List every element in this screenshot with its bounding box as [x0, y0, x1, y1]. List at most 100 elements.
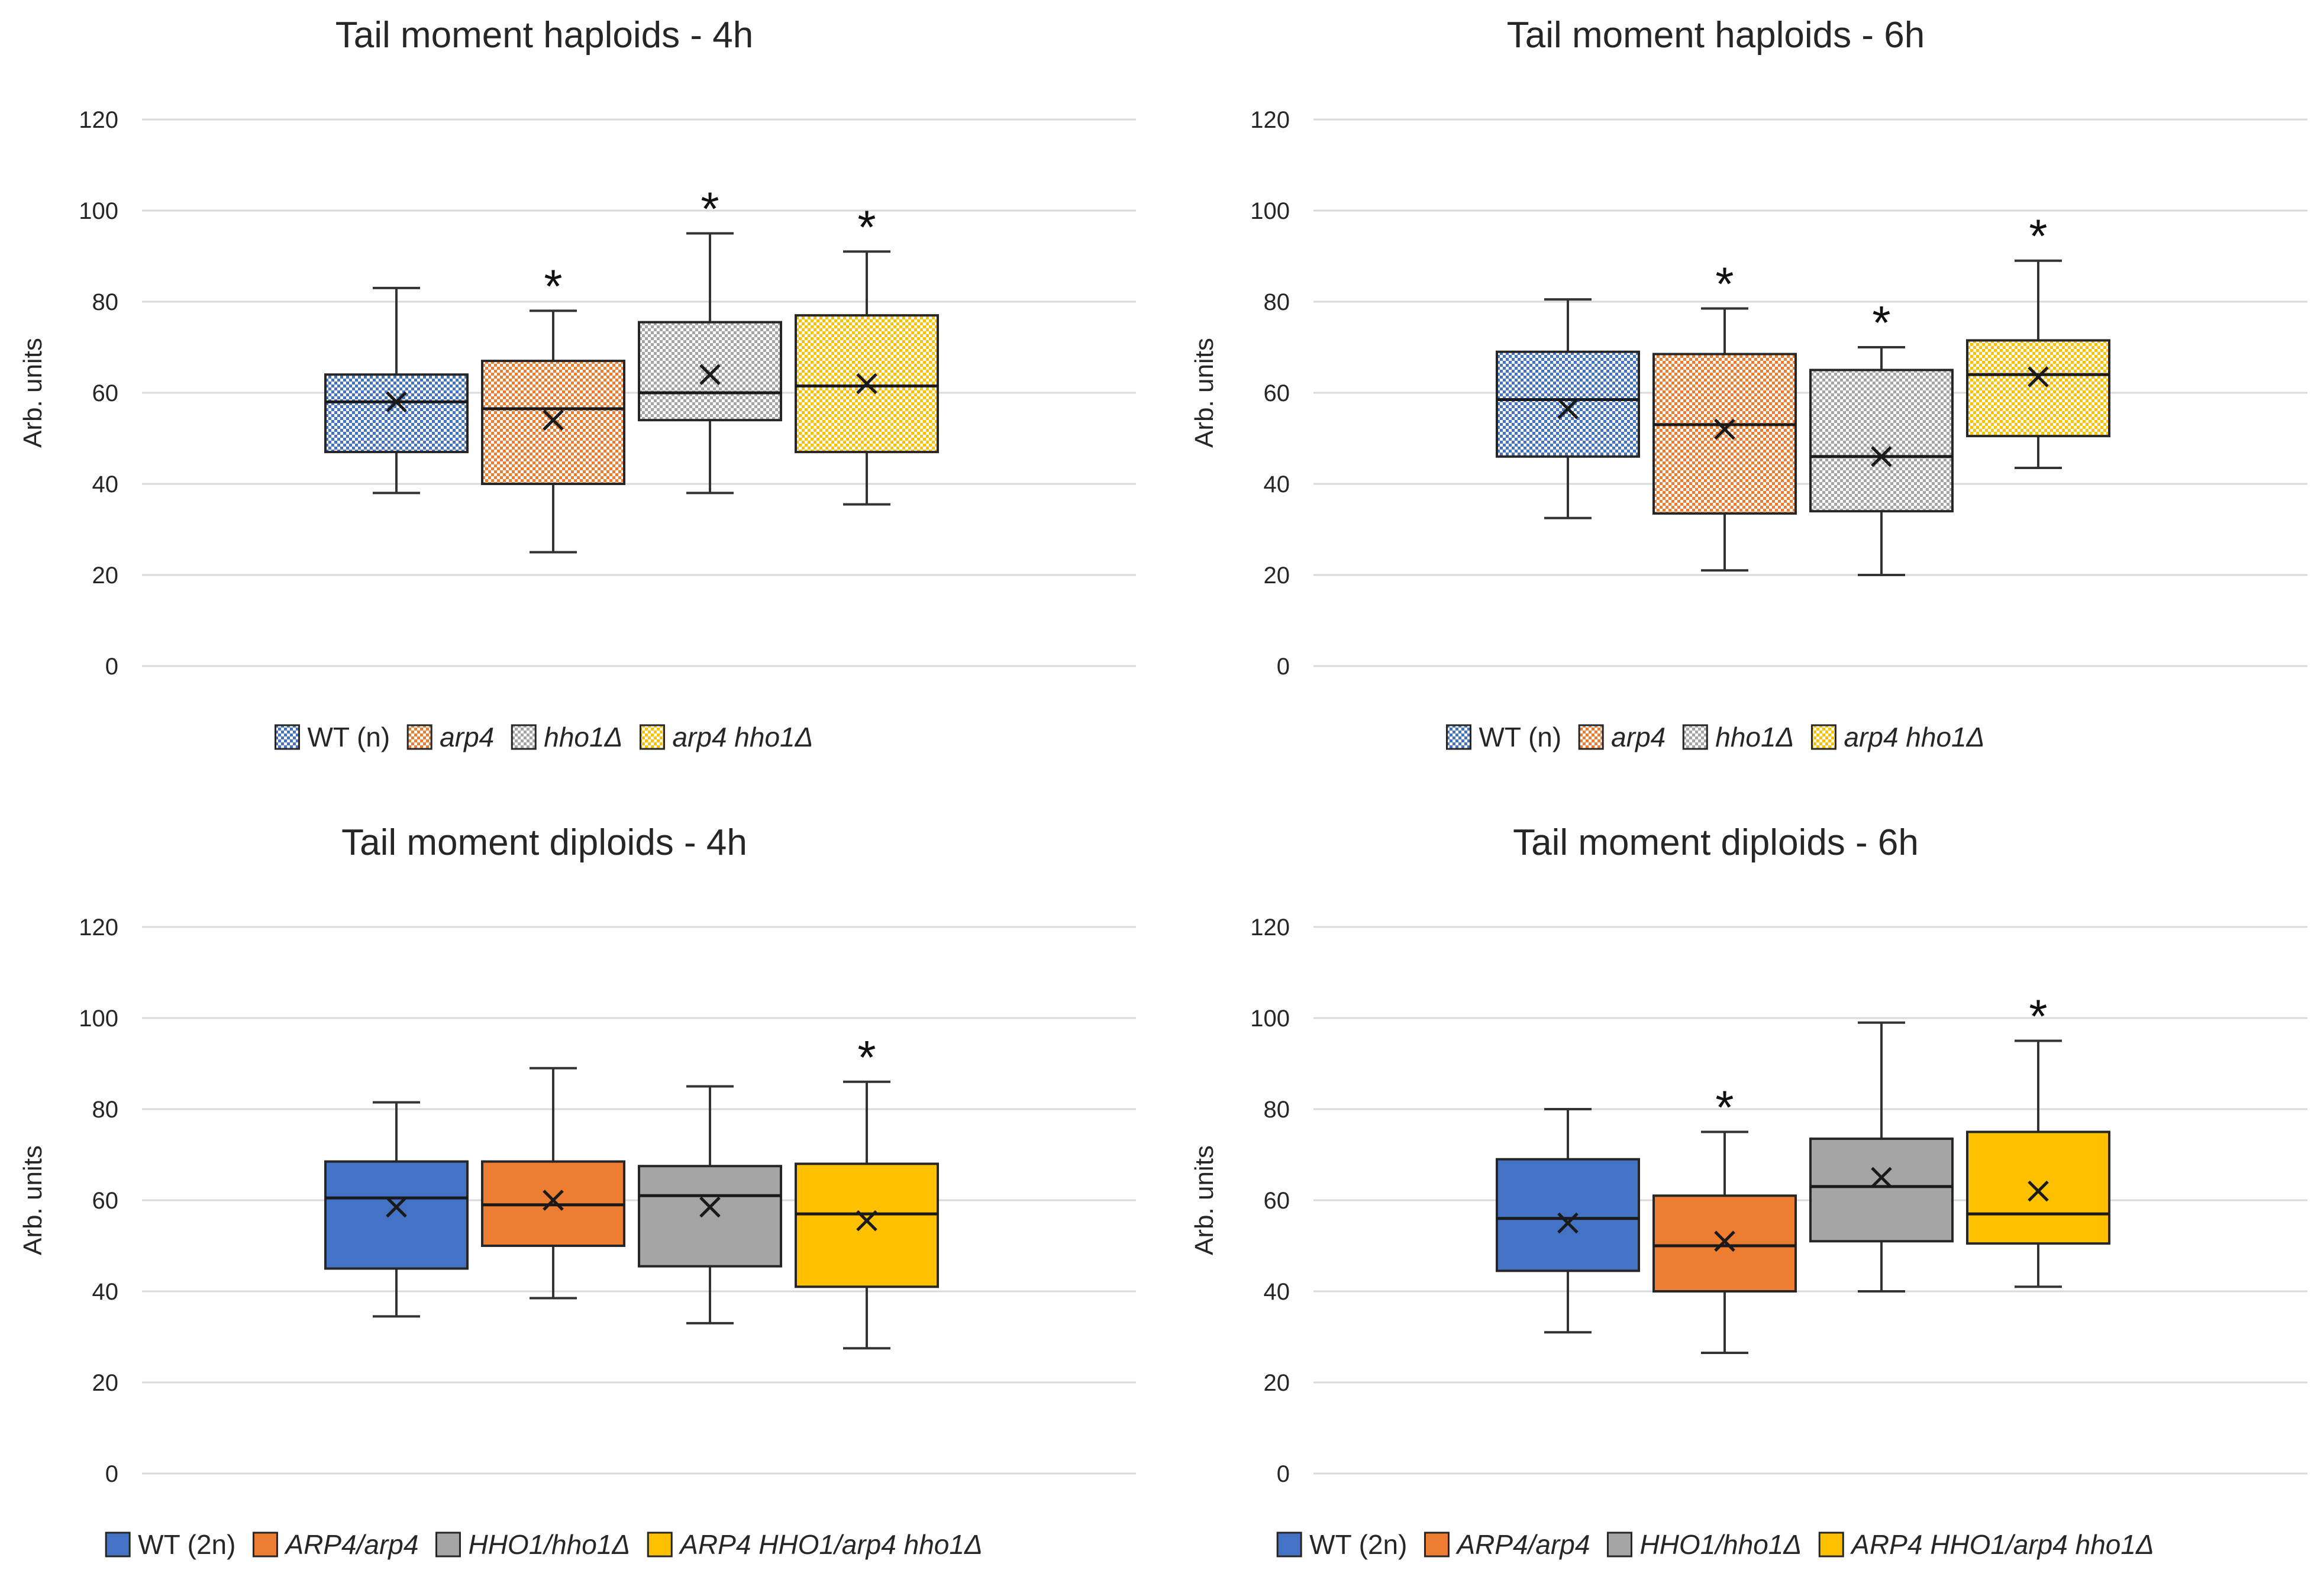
box-0 — [324, 1101, 469, 1318]
chart-title: Tail moment haploids - 4h — [335, 15, 753, 56]
legend-swatch — [1810, 724, 1836, 750]
legend-label: hho1Δ — [544, 722, 622, 752]
mean-marker — [1871, 1167, 1892, 1188]
box-3: * — [795, 201, 939, 506]
box-3: * — [1966, 990, 2110, 1288]
mean-marker — [543, 409, 564, 431]
y-tick-label: 100 — [1250, 1006, 1290, 1032]
box-iqr — [638, 321, 782, 422]
y-tick-label: 40 — [1264, 471, 1290, 497]
mean-marker — [1871, 446, 1892, 467]
legend-label: ARP4/arp4 — [1455, 1529, 1590, 1560]
box-iqr — [1809, 1138, 1954, 1243]
mean-marker — [856, 1210, 877, 1232]
box-iqr — [324, 373, 469, 454]
y-tick-label: 0 — [105, 654, 118, 680]
y-tick-label: 120 — [1250, 107, 1290, 133]
legend-label: ARP4 HHO1/arp4 hho1Δ — [678, 1529, 983, 1560]
legend-swatch — [1682, 724, 1708, 750]
y-tick-label: 80 — [1264, 1097, 1290, 1123]
y-tick-label: 100 — [79, 198, 118, 224]
significance-star: * — [2029, 990, 2047, 1043]
y-axis-label: Arb. units — [18, 1145, 47, 1255]
box-1: * — [481, 260, 625, 554]
mean-marker — [699, 1196, 721, 1218]
y-tick-label: 20 — [1264, 1370, 1290, 1396]
significance-star: * — [857, 1031, 876, 1084]
legend-swatch — [1606, 1531, 1632, 1558]
legend-label: ARP4 HHO1/arp4 hho1Δ — [1849, 1529, 2154, 1560]
mean-marker — [543, 1190, 564, 1211]
box-0 — [1496, 298, 1640, 519]
box-0 — [324, 286, 469, 495]
legend-swatch — [105, 1531, 131, 1558]
y-tick-label: 60 — [92, 1188, 119, 1214]
y-tick-label: 20 — [92, 563, 119, 589]
y-tick-label: 120 — [1250, 915, 1290, 941]
box-2 — [638, 1085, 782, 1324]
significance-star: * — [701, 183, 719, 235]
chart-title: Tail moment haploids - 6h — [1507, 15, 1925, 56]
box-iqr — [795, 1162, 939, 1288]
legend-swatch — [1818, 1531, 1844, 1558]
box-iqr — [324, 1160, 469, 1270]
mean-marker — [1557, 398, 1579, 419]
box-2: * — [1809, 296, 1954, 576]
y-tick-label: 80 — [92, 289, 119, 315]
legend-label: HHO1/hho1Δ — [468, 1529, 630, 1560]
significance-star: * — [1715, 1081, 1734, 1134]
legend-swatch — [252, 1531, 278, 1558]
box-2 — [1809, 1021, 1954, 1293]
box-iqr — [1496, 1158, 1640, 1272]
legend-swatch — [1276, 1531, 1302, 1558]
y-tick-label: 0 — [105, 1461, 118, 1487]
significance-star: * — [857, 201, 876, 253]
mean-marker — [699, 364, 721, 385]
y-tick-label: 60 — [1264, 380, 1290, 406]
legend-label: arp4 — [440, 722, 494, 752]
chart-haploids-6h: Tail moment haploids - 6h Arb. units 0 20 40… — [1190, 15, 2307, 752]
chart-diploids-4h: Tail moment diploids - 4h Arb. units 0 20 40… — [18, 822, 1136, 1560]
legend-label: WT (n) — [1479, 722, 1561, 752]
box-1: * — [1652, 1081, 1797, 1354]
box-iqr — [1966, 1130, 2110, 1245]
y-tick-label: 120 — [79, 107, 118, 133]
significance-star: * — [1715, 258, 1734, 311]
significance-star: * — [2029, 210, 2047, 263]
chart-diploids-6h: Tail moment diploids - 6h Arb. units 0 20 40… — [1190, 822, 2307, 1560]
y-axis-label: Arb. units — [1190, 1145, 1219, 1255]
box-iqr — [1652, 1194, 1797, 1293]
box-iqr — [1496, 350, 1640, 458]
legend-label: arp4 hho1Δ — [1844, 722, 1984, 752]
mean-marker — [386, 391, 407, 413]
y-tick-label: 0 — [1277, 654, 1290, 680]
legend-swatch — [647, 1531, 673, 1558]
y-axis-label: Arb. units — [18, 338, 47, 448]
y-tick-label: 40 — [92, 1279, 119, 1305]
box-iqr — [1809, 369, 1954, 513]
legend-swatch — [1424, 1531, 1450, 1558]
mean-marker — [1714, 418, 1735, 440]
box-iqr — [638, 1165, 782, 1268]
legend: WT (2n) ARP4/arp4 HHO1/hho1Δ ARP4 HHO1/arp4… — [1276, 1529, 2154, 1560]
mean-marker — [1557, 1212, 1579, 1234]
mean-marker — [2028, 1180, 2049, 1202]
y-tick-label: 60 — [1264, 1188, 1290, 1214]
legend: WT (2n) ARP4/arp4 HHO1/hho1Δ ARP4 HHO1/arp4… — [105, 1529, 983, 1560]
y-tick-label: 20 — [1264, 563, 1290, 589]
legend-label: WT (2n) — [138, 1529, 235, 1560]
significance-star: * — [544, 260, 562, 312]
significance-star: * — [1872, 296, 1890, 349]
y-tick-label: 100 — [79, 1006, 118, 1032]
box-0 — [1496, 1108, 1640, 1334]
legend-swatch — [274, 724, 300, 750]
legend-label: arp4 — [1611, 722, 1665, 752]
y-axis-label: Arb. units — [1190, 338, 1219, 448]
box-3: * — [795, 1031, 939, 1350]
legend-label: WT (n) — [307, 722, 390, 752]
y-tick-label: 80 — [92, 1097, 119, 1123]
mean-marker — [2028, 366, 2049, 387]
legend-swatch — [639, 724, 665, 750]
legend: WT (n) arp4 hho1Δ arp4 hho1Δ — [1445, 722, 1985, 752]
legend-swatch — [435, 1531, 461, 1558]
